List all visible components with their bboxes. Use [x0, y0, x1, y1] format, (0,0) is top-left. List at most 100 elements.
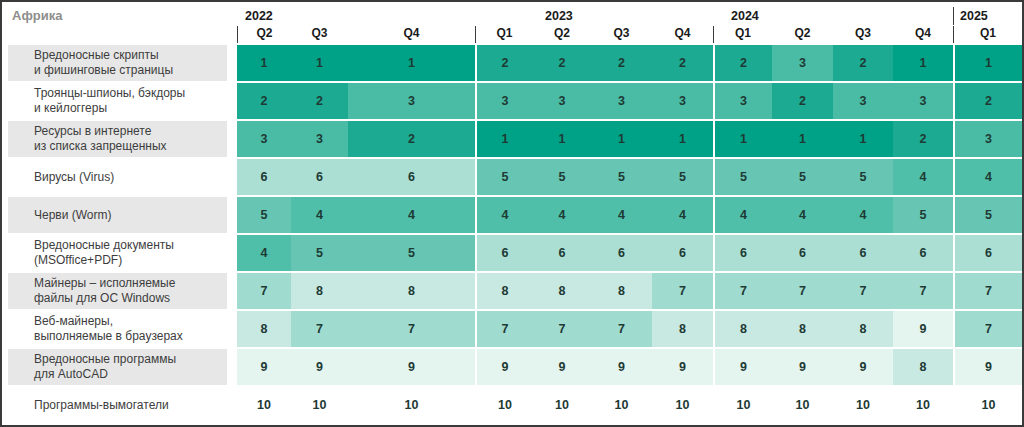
rank-cell: 9	[652, 349, 713, 385]
rank-cell: 3	[475, 83, 533, 119]
table-row: Майнеры – исполняемые файлы для ОС Windo…	[2, 273, 1022, 309]
rank-cell: 2	[475, 45, 533, 81]
rank-cell: 7	[893, 273, 953, 309]
rank-cell: 5	[833, 159, 893, 195]
rank-cell: 7	[713, 273, 772, 309]
row-label: Вредоносные документы (MSOffice+PDF)	[8, 235, 227, 271]
rank-cell: 4	[533, 197, 591, 233]
row-label: Майнеры – исполняемые файлы для ОС Windo…	[8, 273, 227, 309]
year-header-row: Африка 2022202320242025	[2, 7, 1022, 25]
rank-cell: 1	[533, 121, 591, 157]
row-label-cell: Вредоносные программы для AutoCAD	[2, 349, 237, 385]
table-row: Программы-вымогатели10101010101010101010…	[2, 387, 1022, 423]
rank-cell: 8	[833, 311, 893, 347]
rank-cell: 10	[772, 387, 833, 423]
row-label: Троянцы-шпионы, бэкдоры и кейлоггеры	[8, 83, 227, 119]
year-label-2025: 2025	[953, 7, 1022, 25]
rank-cell: 7	[652, 273, 713, 309]
rank-cell: 6	[833, 235, 893, 271]
row-label-cell: Майнеры – исполняемые файлы для ОС Windo…	[2, 273, 237, 309]
rank-cell: 5	[348, 235, 475, 271]
rank-cell: 8	[533, 273, 591, 309]
rank-cell: 7	[237, 273, 291, 309]
rank-cell: 6	[953, 235, 1022, 271]
rank-cell: 4	[291, 197, 348, 233]
rank-cell: 10	[713, 387, 772, 423]
rank-cell: 9	[713, 349, 772, 385]
row-label: Вредоносные скрипты и фишинговые страниц…	[8, 45, 227, 81]
rank-cell: 2	[348, 121, 475, 157]
threat-rank-heatmap: Африка 2022202320242025 Q2Q3Q4Q1Q2Q3Q4Q1…	[0, 0, 1024, 427]
rank-cell: 2	[953, 83, 1022, 119]
rank-cell: 10	[833, 387, 893, 423]
rank-cell: 3	[237, 121, 291, 157]
row-label: Вредоносные программы для AutoCAD	[8, 349, 227, 385]
rank-cell: 1	[475, 121, 533, 157]
rank-cell: 5	[652, 159, 713, 195]
rank-cell: 3	[833, 83, 893, 119]
rank-cell: 8	[475, 273, 533, 309]
row-label: Черви (Worm)	[8, 197, 227, 233]
rank-cell: 1	[833, 121, 893, 157]
table-row: Вредоносные программы для AutoCAD9999999…	[2, 349, 1022, 385]
rank-cell: 7	[833, 273, 893, 309]
rank-cell: 5	[772, 159, 833, 195]
title-cell: Африка	[2, 7, 237, 25]
rank-cell: 7	[953, 273, 1022, 309]
rank-cell: 4	[953, 159, 1022, 195]
quarter-label-2024-Q2: Q2	[772, 26, 833, 43]
rank-cell: 4	[713, 197, 772, 233]
rank-cell: 10	[893, 387, 953, 423]
quarter-label-2024-Q3: Q3	[833, 26, 893, 43]
rank-cell: 7	[291, 311, 348, 347]
rank-cell: 9	[237, 349, 291, 385]
row-label: Вирусы (Virus)	[8, 159, 227, 195]
rank-cell: 4	[591, 197, 652, 233]
rank-cell: 1	[348, 45, 475, 81]
rank-cell: 3	[713, 83, 772, 119]
rank-cell: 4	[237, 235, 291, 271]
rank-cell: 8	[591, 273, 652, 309]
rank-cell: 2	[833, 45, 893, 81]
rank-cell: 1	[652, 121, 713, 157]
rank-cell: 10	[291, 387, 348, 423]
rank-cell: 9	[348, 349, 475, 385]
rank-cell: 5	[475, 159, 533, 195]
rank-cell: 7	[591, 311, 652, 347]
rank-cell: 9	[953, 349, 1022, 385]
rank-cell: 2	[291, 83, 348, 119]
rank-cell: 3	[291, 121, 348, 157]
year-label-2023: 2023	[475, 7, 713, 25]
rank-cell: 2	[533, 45, 591, 81]
rank-cell: 1	[713, 121, 772, 157]
rank-cell: 9	[772, 349, 833, 385]
quarter-header-row: Q2Q3Q4Q1Q2Q3Q4Q1Q2Q3Q4Q1	[2, 26, 1022, 43]
rank-cell: 4	[348, 197, 475, 233]
row-label-cell: Черви (Worm)	[2, 197, 237, 233]
rank-cell: 8	[652, 311, 713, 347]
rank-cell: 4	[893, 159, 953, 195]
rank-cell: 7	[475, 311, 533, 347]
quarter-label-2024-Q1: Q1	[713, 26, 772, 43]
rank-cell: 2	[652, 45, 713, 81]
rank-cell: 5	[893, 197, 953, 233]
table-row: Черви (Worm)544444444455	[2, 197, 1022, 233]
rank-cell: 10	[533, 387, 591, 423]
table-row: Веб-майнеры, выполняемые в браузерах8777…	[2, 311, 1022, 347]
rank-cell: 3	[533, 83, 591, 119]
row-label: Программы-вымогатели	[8, 387, 227, 423]
quarter-label-2024-Q4: Q4	[893, 26, 953, 43]
quarter-label-2025-Q1: Q1	[953, 26, 1022, 43]
rank-cell: 3	[591, 83, 652, 119]
rank-cell: 8	[772, 311, 833, 347]
rank-cell: 7	[348, 311, 475, 347]
quarter-label-2022-Q3: Q3	[291, 26, 348, 43]
rank-cell: 6	[893, 235, 953, 271]
rank-cell: 5	[953, 197, 1022, 233]
rank-cell: 9	[291, 349, 348, 385]
row-label-cell: Веб-майнеры, выполняемые в браузерах	[2, 311, 237, 347]
quarter-label-2023-Q2: Q2	[533, 26, 591, 43]
row-label-cell: Вирусы (Virus)	[2, 159, 237, 195]
rank-cell: 1	[291, 45, 348, 81]
rank-cell: 6	[591, 235, 652, 271]
